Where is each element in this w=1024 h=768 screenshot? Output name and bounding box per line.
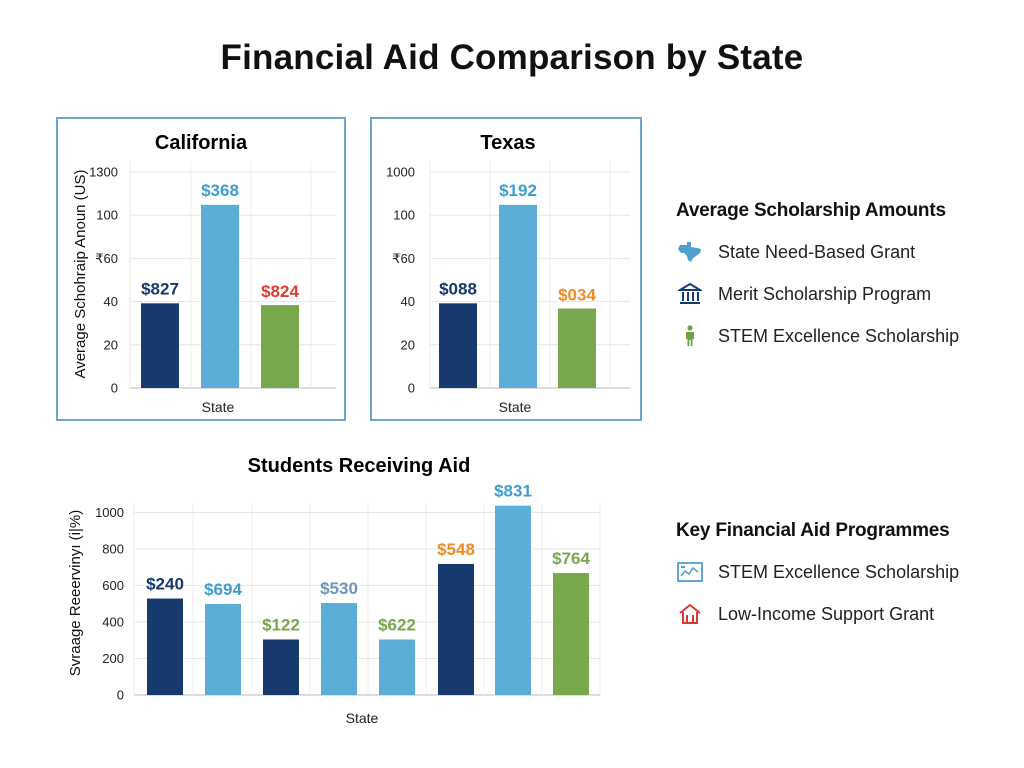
- house-icon: [676, 603, 704, 625]
- y-tick-label: 20: [104, 337, 118, 352]
- legend-title: Average Scholarship Amounts: [676, 200, 946, 221]
- x-axis-label: State: [202, 399, 235, 415]
- legend-label: Merit Scholarship Program: [718, 283, 932, 304]
- legend-item-low-income-support-grant: Low-Income Support Grant: [676, 602, 1006, 626]
- california-chart: 0 20 40 ₹60 100 1300 California State Average Sc…: [72, 132, 336, 415]
- data-label: $694: [204, 580, 242, 599]
- page-title: Financial Aid Comparison by State: [220, 38, 804, 77]
- y-tick-label: 100: [96, 208, 118, 223]
- y-tick-label: 0: [408, 381, 415, 396]
- data-label: $831: [494, 482, 532, 501]
- data-label: $240: [146, 575, 184, 594]
- students-receiving-aid-chart-area: 0 200 400 600 800 1000 Students Receiving Aid S…: [56, 448, 616, 733]
- bar: [553, 573, 589, 695]
- texas-chart-panel: 0 20 40 ₹60 100 1000 Texas State $088 $192 $034: [370, 117, 642, 421]
- y-tick-label: 100: [393, 208, 415, 223]
- data-label: $827: [141, 279, 179, 298]
- data-label: $192: [499, 181, 537, 200]
- data-label: $122: [262, 615, 300, 634]
- y-tick-label: 1000: [386, 165, 415, 180]
- data-label: $764: [552, 549, 590, 568]
- y-tick-label: 1000: [95, 505, 124, 520]
- legend-item-state-need-based-grant: State Need-Based Grant: [676, 240, 1006, 264]
- dashboard-chart-icon: [676, 561, 704, 583]
- bar: [438, 563, 474, 695]
- y-tick-label: 20: [401, 337, 415, 352]
- data-label: $548: [437, 540, 475, 559]
- texas-map-icon: [676, 241, 704, 263]
- students-receiving-aid-chart: 0 200 400 600 800 1000 Students Receiving Aid S…: [67, 455, 601, 726]
- bar: [495, 505, 531, 695]
- y-tick-label: ₹60: [392, 251, 415, 266]
- bar: [141, 303, 179, 388]
- chart-title: Students Receiving Aid: [248, 455, 471, 477]
- y-axis-label: Svraage Reeervinyı (i|%): [67, 510, 84, 676]
- y-tick-label: 800: [102, 542, 124, 557]
- bar: [147, 598, 183, 695]
- person-icon: [676, 325, 704, 347]
- bar: [205, 604, 241, 695]
- key-programmes-legend: Key Financial Aid Programmes STEM Excell…: [676, 520, 1006, 644]
- data-label: $088: [439, 279, 477, 298]
- y-tick-label: 400: [102, 615, 124, 630]
- bar: [379, 639, 415, 695]
- chart-title: Texas: [480, 132, 535, 154]
- data-label: $368: [201, 181, 239, 200]
- bar: [321, 603, 357, 695]
- y-tick-label: 1300: [89, 165, 118, 180]
- legend-label: Low-Income Support Grant: [718, 603, 935, 624]
- bank-building-icon: [676, 283, 704, 305]
- legend-label: STEM Excellence Scholarship: [718, 561, 960, 582]
- california-chart-panel: 0 20 40 ₹60 100 1300 California State Average Sc…: [56, 117, 346, 421]
- data-label: $622: [378, 615, 416, 634]
- bar: [558, 308, 596, 388]
- y-tick-label: 40: [401, 294, 415, 309]
- y-tick-label: 600: [102, 578, 124, 593]
- bar: [201, 204, 239, 388]
- y-axis-label: Average Schohraip Anoun (US): [72, 169, 89, 378]
- bar: [261, 305, 299, 388]
- data-label: $530: [320, 579, 358, 598]
- legend-label: State Need-Based Grant: [718, 241, 916, 262]
- y-tick-label: 200: [102, 651, 124, 666]
- y-tick-label: 0: [111, 381, 118, 396]
- chart-title: California: [155, 132, 248, 154]
- legend-item-merit-scholarship-program: Merit Scholarship Program: [676, 282, 1006, 306]
- texas-chart: 0 20 40 ₹60 100 1000 Texas State $088 $192 $034: [386, 132, 630, 415]
- bar: [439, 303, 477, 388]
- legend-item-stem-excellence-scholarship: STEM Excellence Scholarship: [676, 560, 1006, 584]
- bar: [499, 204, 537, 388]
- x-axis-label: State: [499, 399, 532, 415]
- data-label: $824: [261, 282, 299, 301]
- legend-title: Key Financial Aid Programmes: [676, 520, 950, 541]
- y-tick-label: 40: [104, 294, 118, 309]
- average-scholarship-legend: Average Scholarship Amounts State Need-B…: [676, 200, 1006, 366]
- data-label: $034: [558, 286, 596, 305]
- y-tick-label: ₹60: [95, 251, 118, 266]
- legend-label: STEM Excellence Scholarship: [718, 325, 960, 346]
- y-tick-label: 0: [117, 688, 124, 703]
- legend-item-stem-excellence-scholarship: STEM Excellence Scholarship: [676, 324, 1006, 348]
- x-axis-label: State: [346, 710, 379, 726]
- bar: [263, 639, 299, 695]
